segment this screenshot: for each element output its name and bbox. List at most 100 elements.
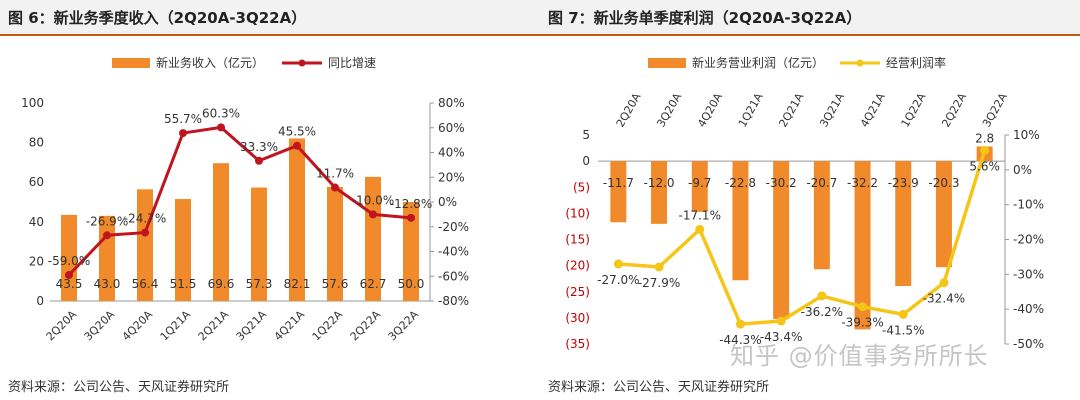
profit-bar [610, 161, 627, 223]
y-tick-label-left: (25) [565, 285, 590, 299]
source-note: 资料来源：公司公告、天风证券研究所 [8, 380, 230, 395]
bar-value-label: -11.7 [603, 176, 634, 190]
bar-value-label: 57.6 [322, 277, 349, 291]
legend-label: 新业务营业利润（亿元） [692, 55, 824, 70]
revenue-chart: 新业务收入（亿元） 同比增速 0 20 40 60 80 100 -80% -60% -40% -20… [21, 55, 469, 344]
bar-value-label: -12.0 [644, 176, 675, 190]
bar-value-label: -30.2 [766, 176, 797, 190]
profit-bar [854, 161, 871, 330]
legend-label: 同比增速 [328, 56, 376, 70]
revenue-bar [403, 202, 419, 301]
y-tick-label-left: (5) [573, 180, 590, 194]
profit-bar [895, 161, 912, 287]
margin-point [613, 259, 623, 269]
yoy-growth-point [293, 141, 301, 150]
x-tick-label: 4Q21A [272, 308, 308, 344]
y-tick-label-left: 0 [582, 154, 590, 168]
x-tick-label: 1Q21A [736, 90, 766, 129]
line-value-label: -24.7% [124, 212, 166, 226]
x-tick-label: 3Q22A [980, 90, 1010, 129]
yoy-growth-point [369, 210, 377, 219]
x-tick-label: 3Q22A [386, 308, 422, 344]
yoy-growth-point [407, 213, 415, 222]
y-tick-label-right: 10% [1013, 128, 1040, 142]
y-tick-label-left: (15) [565, 233, 590, 247]
line-value-label: -26.9% [86, 214, 128, 228]
bar-value-label: 82.1 [284, 277, 311, 291]
y-tick-label-left: 80 [29, 136, 44, 150]
bar-value-label: -22.8 [725, 176, 756, 190]
bar-value-label: 62.7 [360, 277, 387, 291]
bar-value-label: -20.7 [806, 176, 837, 190]
revenue-bar [251, 187, 267, 301]
y-tick-label-right: -50% [1013, 337, 1044, 351]
bar-value-label: 43.0 [94, 277, 121, 291]
x-tick-label: 1Q22A [899, 90, 929, 129]
line-value-label: -39.3% [841, 316, 883, 330]
revenue-bar [327, 186, 343, 301]
yoy-growth-point [217, 123, 225, 132]
yoy-growth-line [67, 125, 412, 277]
margin-line [618, 149, 987, 326]
x-tick-label: 3Q21A [817, 90, 847, 129]
source-note: 资料来源：公司公告、天风证券研究所 [548, 380, 770, 395]
y-tick-label-right: -20% [438, 220, 469, 234]
revenue-bar [213, 163, 229, 301]
y-tick-label-left: 100 [21, 96, 44, 110]
y-tick-label-right: -80% [438, 294, 469, 308]
bar-value-label: 57.3 [246, 277, 273, 291]
profit-bar [813, 161, 830, 270]
y-tick-label-right: 0% [1013, 163, 1032, 177]
title-band [0, 0, 540, 34]
line-value-label: 11.7% [316, 167, 354, 181]
bar-value-label: -20.3 [928, 176, 959, 190]
y-tick-label-right: -60% [438, 269, 469, 283]
legend-bar-swatch [112, 58, 150, 68]
profit-bar [935, 161, 952, 268]
legend-label: 新业务收入（亿元） [156, 55, 264, 70]
bar-value-label: -9.7 [688, 176, 711, 190]
watermark: 知乎 @价值事务所所长 [730, 342, 989, 370]
line-value-label: -43.4% [760, 330, 802, 344]
y-tick-label-right: -30% [1013, 267, 1044, 281]
y-tick-label-left: (30) [565, 311, 590, 325]
y-tick-label-right: 80% [438, 96, 465, 110]
legend-line-marker [856, 59, 864, 67]
line-value-label: 33.3% [240, 140, 278, 154]
margin-point [654, 262, 664, 272]
margin-point [695, 224, 705, 234]
bar-value-label: -32.2 [847, 176, 878, 190]
title-band [540, 0, 1080, 34]
x-tick-label: 4Q20A [120, 308, 156, 344]
yoy-growth-point [331, 183, 339, 192]
chart-panel-profit: 图 7：新业务单季度利润（2Q20A-3Q22A） 新业务营业利润（亿元） 经营利… [540, 0, 1080, 400]
bar-value-label: 50.0 [398, 277, 425, 291]
x-tick-label: 2Q21A [196, 308, 232, 344]
yoy-growth-point [103, 231, 111, 240]
y-tick-label-left: (20) [565, 259, 590, 273]
y-tick-label-right: 60% [438, 121, 465, 135]
profit-bar [732, 161, 749, 281]
profit-bar [773, 161, 790, 319]
bar-value-label: 2.8 [975, 131, 994, 145]
x-tick-label: 2Q20A [614, 90, 644, 129]
line-value-label: -12.8% [390, 197, 432, 211]
title-rule [540, 34, 1080, 36]
margin-point [980, 145, 990, 155]
y-tick-label-right: -10% [1013, 198, 1044, 212]
revenue-bar [289, 138, 305, 301]
y-tick-label-left: 5 [582, 128, 590, 142]
yoy-growth-point [255, 156, 263, 165]
y-tick-label-right: -20% [1013, 233, 1044, 247]
chart-panel-revenue: 图 6：新业务季度收入（2Q20A-3Q22A） 新业务收入（亿元） 同比增速 0 2… [0, 0, 540, 395]
line-value-label: -32.4% [923, 292, 965, 306]
x-tick-label: 2Q20A [44, 308, 80, 344]
line-value-label: -59.0% [48, 254, 90, 268]
profit-bar [651, 161, 668, 224]
line-value-label: -36.2% [801, 305, 843, 319]
x-tick-label: 2Q21A [776, 90, 806, 129]
y-tick-label-right: -40% [438, 245, 469, 259]
y-tick-label-left: (10) [565, 206, 590, 220]
legend-bar-swatch [648, 58, 686, 68]
title-rule [0, 34, 540, 36]
